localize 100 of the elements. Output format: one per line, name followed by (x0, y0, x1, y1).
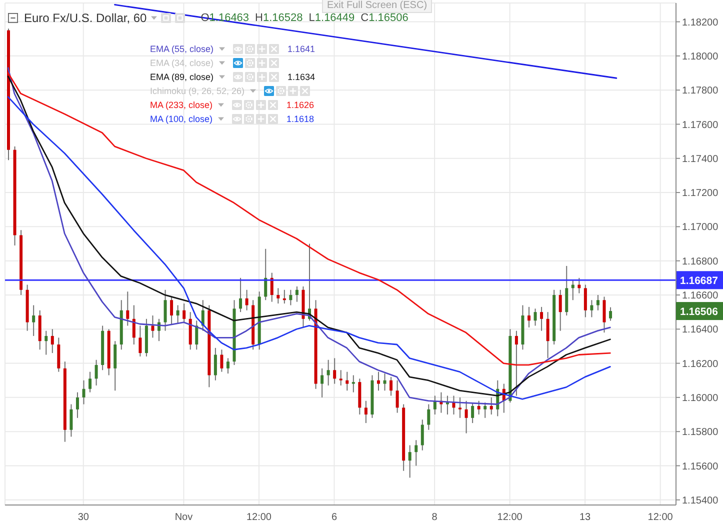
candlestick (245, 289, 248, 311)
candlestick (558, 289, 562, 332)
candlestick (126, 291, 130, 326)
x-tick-label: 13 (580, 512, 592, 524)
candlestick (514, 330, 518, 396)
candlestick (477, 400, 480, 416)
candlestick (226, 358, 230, 374)
candlestick (88, 371, 92, 393)
candlestick (484, 402, 487, 418)
y-tick-label: 1.15400 (682, 495, 719, 506)
text: MA (233, close) (150, 100, 213, 110)
candlestick (326, 359, 330, 386)
y-tick-label: 1.17800 (682, 86, 719, 97)
x-tick-label: 12:00 (648, 512, 674, 524)
y-tick-label: 1.17400 (682, 154, 719, 165)
candlestick (270, 272, 274, 302)
candlestick (352, 374, 355, 393)
candlestick (590, 300, 594, 318)
candlestick (94, 359, 98, 386)
y-tick-label: 1.16400 (682, 324, 719, 336)
candlestick (396, 380, 399, 414)
candlestick (578, 277, 581, 294)
candlestick (471, 402, 474, 424)
annotation: 1.1618 (286, 114, 314, 124)
y-tick-label: 1.16200 (682, 358, 719, 370)
annotation: 1.1626 (286, 100, 314, 110)
y-tick-label: 1.17200 (682, 188, 719, 200)
candlestick (427, 404, 430, 430)
candlestick (264, 248, 268, 301)
candlestick (295, 286, 298, 302)
ref-line-label: 1.16687 (680, 275, 718, 288)
y-tick-label: 1.17000 (682, 222, 719, 234)
candlestick (44, 330, 48, 356)
candlestick (276, 288, 280, 304)
x-tick-label: Nov (174, 512, 193, 524)
candlestick (239, 277, 242, 313)
annotation: Exit Full Screen (ESC) (322, 0, 432, 13)
candlestick (289, 289, 292, 306)
candlestick (76, 392, 79, 418)
candlestick (540, 306, 544, 332)
candlestick (32, 304, 36, 336)
candlestick (195, 320, 198, 350)
candlestick (114, 340, 117, 392)
candlestick (527, 306, 530, 328)
candlestick (364, 400, 368, 424)
candlestick (170, 296, 174, 325)
candlestick (571, 279, 574, 301)
candlestick (182, 303, 186, 323)
candlestick (220, 349, 224, 372)
candlestick (390, 376, 393, 396)
candlestick (534, 308, 537, 326)
candlestick (383, 373, 386, 392)
annotation: 1.1634 (288, 72, 316, 82)
candlestick (414, 440, 418, 466)
candlestick (132, 304, 136, 345)
candlestick (546, 312, 550, 359)
x-tick-label: 30 (78, 512, 90, 524)
candlestick (420, 419, 424, 451)
y-tick-label: 1.15600 (682, 461, 719, 472)
y-tick-label: 1.16800 (682, 256, 719, 268)
annotation: 1.1641 (288, 44, 316, 54)
candlestick (602, 296, 606, 334)
candlestick (282, 289, 286, 304)
candlestick (565, 265, 568, 316)
x-tick-label: 12:00 (497, 512, 523, 524)
text: MA (100, close) (150, 114, 213, 124)
candlestick (490, 396, 493, 416)
candlestick (57, 337, 60, 372)
candlestick (584, 284, 587, 318)
legend-label: Ichimoku (9, 26, 52, 26) (150, 86, 245, 96)
candlestick (70, 404, 73, 438)
candlestick (176, 304, 180, 325)
candlestick (138, 325, 142, 357)
y-tick-label: 1.18200 (682, 17, 719, 28)
candlestick (339, 370, 342, 386)
candlestick (446, 395, 449, 416)
y-tick-label: 1.18000 (682, 51, 719, 62)
text: 1.16506 (680, 306, 718, 318)
x-tick-label: 8 (432, 512, 438, 524)
candlestick (464, 400, 468, 434)
candlestick (408, 444, 412, 478)
x-tick-label: 12:00 (246, 512, 272, 524)
candlestick (333, 358, 336, 384)
candlestick (609, 306, 612, 322)
candlestick (458, 396, 462, 418)
text: Euro Fx/U.S. Dollar, 60 (24, 11, 147, 25)
candlestick (164, 289, 167, 332)
candlestick (82, 380, 86, 405)
candlestick (214, 347, 217, 381)
candlestick (376, 371, 380, 392)
y-tick-label: 1.15800 (682, 427, 719, 438)
candlestick (320, 368, 324, 398)
y-tick-label: 1.16600 (682, 290, 719, 302)
x-tick-label: 6 (331, 512, 338, 524)
candlestick (151, 314, 154, 338)
text: EMA (89, close) (150, 72, 214, 82)
candlestick (596, 294, 600, 311)
candlestick (346, 371, 349, 392)
candlestick (50, 328, 54, 354)
legend-label: EMA (34, close) (150, 58, 214, 68)
